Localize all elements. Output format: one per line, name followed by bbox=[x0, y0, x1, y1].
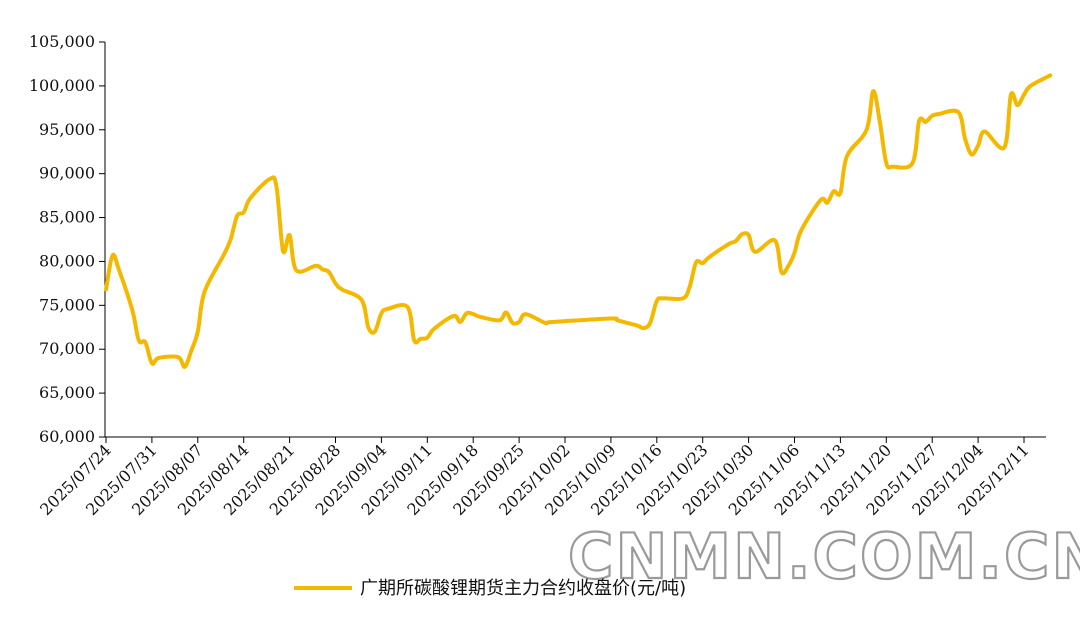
x-axis: 2025/07/242025/07/312025/08/072025/08/14… bbox=[36, 436, 1046, 519]
y-tick-label: 100,000 bbox=[29, 76, 95, 95]
y-tick-label: 90,000 bbox=[39, 164, 95, 183]
y-axis: 60,000 65,000 70,000 75,000 80,000 85,000 90,0… bbox=[29, 32, 106, 446]
y-tick-label: 65,000 bbox=[39, 383, 95, 402]
y-tick-label: 70,000 bbox=[39, 339, 95, 358]
y-tick-label: 95,000 bbox=[39, 120, 95, 139]
y-tick-label: 105,000 bbox=[29, 32, 95, 51]
y-tick-label: 60,000 bbox=[39, 427, 95, 446]
legend: 广期所碳酸锂期货主力合约收盘价(元/吨) bbox=[294, 578, 686, 599]
watermark-layer: CNMN.COM.CN bbox=[567, 519, 1080, 594]
y-tick-label: 80,000 bbox=[39, 251, 95, 270]
y-tick-label: 85,000 bbox=[39, 208, 95, 227]
series-line bbox=[104, 73, 1053, 369]
y-tick-label: 75,000 bbox=[39, 295, 95, 314]
legend-label: 广期所碳酸锂期货主力合约收盘价(元/吨) bbox=[360, 578, 686, 599]
series-layer bbox=[104, 73, 1053, 369]
watermark-text: CNMN.COM.CN bbox=[568, 520, 1080, 593]
